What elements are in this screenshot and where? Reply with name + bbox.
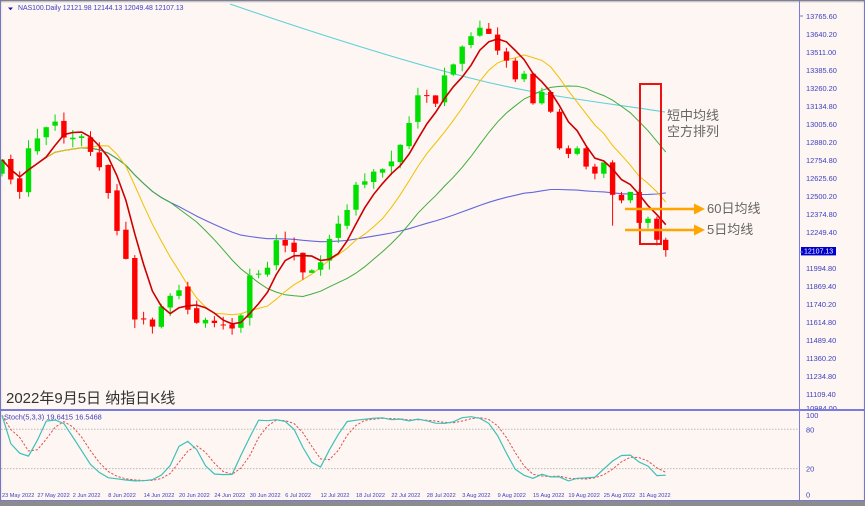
svg-text:14 Jun 2022: 14 Jun 2022 <box>144 493 175 499</box>
svg-text:15 Aug 2022: 15 Aug 2022 <box>533 493 564 499</box>
svg-text:2 Jun 2022: 2 Jun 2022 <box>73 493 101 499</box>
svg-text:11489.40: 11489.40 <box>806 336 836 345</box>
svg-text:13765.60: 13765.60 <box>806 12 837 21</box>
svg-text:23 May 2022: 23 May 2022 <box>2 493 34 499</box>
svg-text:27 May 2022: 27 May 2022 <box>37 493 69 499</box>
svg-text:2022年9月5日 纳指日K线: 2022年9月5日 纳指日K线 <box>6 390 175 407</box>
svg-text:11740.20: 11740.20 <box>806 300 836 309</box>
svg-text:11994.80: 11994.80 <box>806 264 836 273</box>
svg-text:12 Jul 2022: 12 Jul 2022 <box>321 493 350 499</box>
svg-text:12107.13: 12107.13 <box>804 249 833 256</box>
svg-text:100: 100 <box>806 411 818 420</box>
svg-text:18 Jul 2022: 18 Jul 2022 <box>356 493 385 499</box>
svg-text:22 Jul 2022: 22 Jul 2022 <box>391 493 420 499</box>
svg-text:12625.60: 12625.60 <box>806 174 837 183</box>
svg-text:Stoch(5,3,3) 19.6415 16.5468: Stoch(5,3,3) 19.6415 16.5468 <box>4 413 102 422</box>
svg-text:13511.00: 13511.00 <box>806 48 836 57</box>
svg-text:11869.40: 11869.40 <box>806 282 836 291</box>
svg-text:0: 0 <box>806 491 810 500</box>
svg-text:11109.40: 11109.40 <box>806 390 836 399</box>
svg-text:11614.80: 11614.80 <box>806 318 836 327</box>
svg-text:80: 80 <box>806 426 814 435</box>
svg-text:3 Aug 2022: 3 Aug 2022 <box>462 493 490 499</box>
svg-text:9 Aug 2022: 9 Aug 2022 <box>498 493 526 499</box>
svg-text:31 Aug 2022: 31 Aug 2022 <box>639 493 670 499</box>
svg-text:24 Jun 2022: 24 Jun 2022 <box>214 493 245 499</box>
svg-text:5日均线: 5日均线 <box>707 222 753 237</box>
svg-text:空方排列: 空方排列 <box>667 124 719 139</box>
svg-text:20: 20 <box>806 465 814 474</box>
svg-text:60日均线: 60日均线 <box>707 201 760 216</box>
svg-text:13005.60: 13005.60 <box>806 120 837 129</box>
svg-text:13260.20: 13260.20 <box>806 84 837 93</box>
svg-text:20 Jun 2022: 20 Jun 2022 <box>179 493 210 499</box>
svg-text:30 Jun 2022: 30 Jun 2022 <box>250 493 281 499</box>
svg-text:25 Aug 2022: 25 Aug 2022 <box>604 493 635 499</box>
svg-text:12249.40: 12249.40 <box>806 228 837 237</box>
svg-text:NAS100.Daily 12121.98 12144.: NAS100.Daily 12121.98 12144.13 12049.48 … <box>18 5 184 12</box>
svg-text:12500.20: 12500.20 <box>806 192 837 201</box>
svg-text:6 Jul 2022: 6 Jul 2022 <box>285 493 311 499</box>
svg-text:13134.80: 13134.80 <box>806 102 837 111</box>
svg-text:12880.20: 12880.20 <box>806 138 837 147</box>
svg-text:13385.60: 13385.60 <box>806 66 837 75</box>
svg-text:19 Aug 2022: 19 Aug 2022 <box>568 493 599 499</box>
svg-text:11234.80: 11234.80 <box>806 372 836 381</box>
svg-text:11360.20: 11360.20 <box>806 354 836 363</box>
svg-text:12374.80: 12374.80 <box>806 210 837 219</box>
svg-text:28 Jul 2022: 28 Jul 2022 <box>427 493 456 499</box>
svg-text:12754.80: 12754.80 <box>806 156 837 165</box>
svg-text:8 Jun 2022: 8 Jun 2022 <box>108 493 136 499</box>
svg-text:短中均线: 短中均线 <box>667 108 719 123</box>
svg-text:13640.20: 13640.20 <box>806 30 837 39</box>
